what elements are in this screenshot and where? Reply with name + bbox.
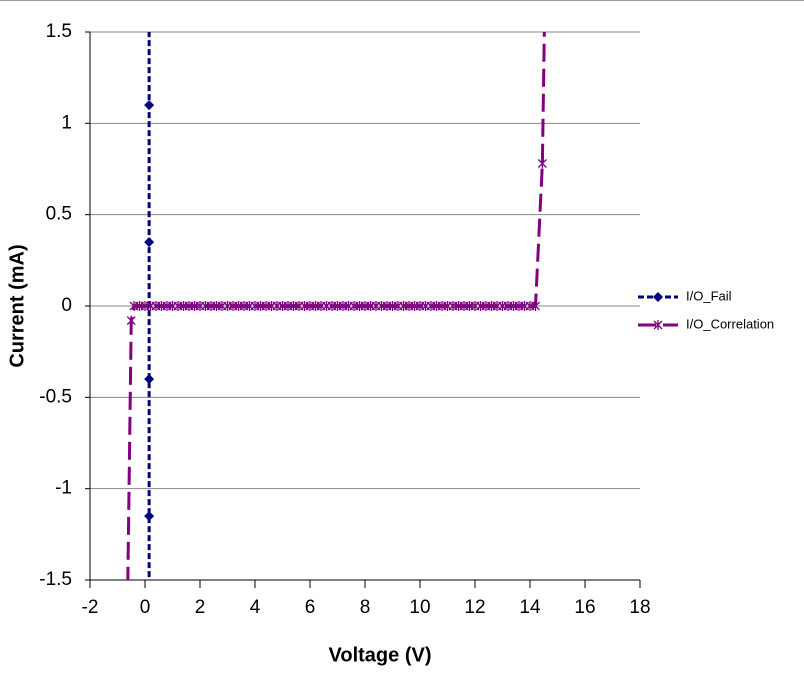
marker	[653, 320, 663, 330]
x-tick-label: -2	[82, 597, 99, 618]
marker	[531, 301, 540, 311]
x-tick-label: 12	[464, 597, 485, 618]
marker	[144, 374, 155, 385]
y-tick-label: 0.5	[46, 204, 72, 225]
y-tick-label: -1	[55, 478, 72, 499]
y-tick-label: 0	[61, 295, 72, 316]
marker	[144, 100, 155, 111]
x-tick-label: 0	[140, 597, 151, 618]
y-axis-label: Current (mA)	[6, 244, 28, 367]
marker	[653, 292, 663, 302]
x-tick-label: 14	[519, 597, 541, 618]
x-tick-label: 10	[409, 597, 430, 618]
y-tick-label: 1.5	[46, 21, 72, 42]
y-tick-label: 1	[61, 112, 72, 133]
x-tick-label: 4	[250, 597, 261, 618]
y-tick-label: -0.5	[39, 386, 72, 407]
x-tick-label: 2	[195, 597, 206, 618]
x-tick-label: 6	[305, 597, 316, 618]
legend-label: I/O_Correlation	[686, 316, 774, 331]
x-axis-label: Voltage (V)	[329, 644, 432, 666]
marker	[144, 237, 155, 248]
x-tick-label: 16	[574, 597, 595, 618]
marker	[144, 511, 155, 522]
legend-label: I/O_Fail	[686, 288, 732, 303]
series-line	[126, 32, 546, 580]
marker	[537, 158, 547, 169]
x-tick-label: 8	[360, 597, 371, 618]
x-tick-label: 18	[629, 597, 650, 618]
marker	[126, 315, 136, 326]
y-tick-label: -1.5	[39, 569, 72, 590]
plot-area	[126, 32, 547, 580]
